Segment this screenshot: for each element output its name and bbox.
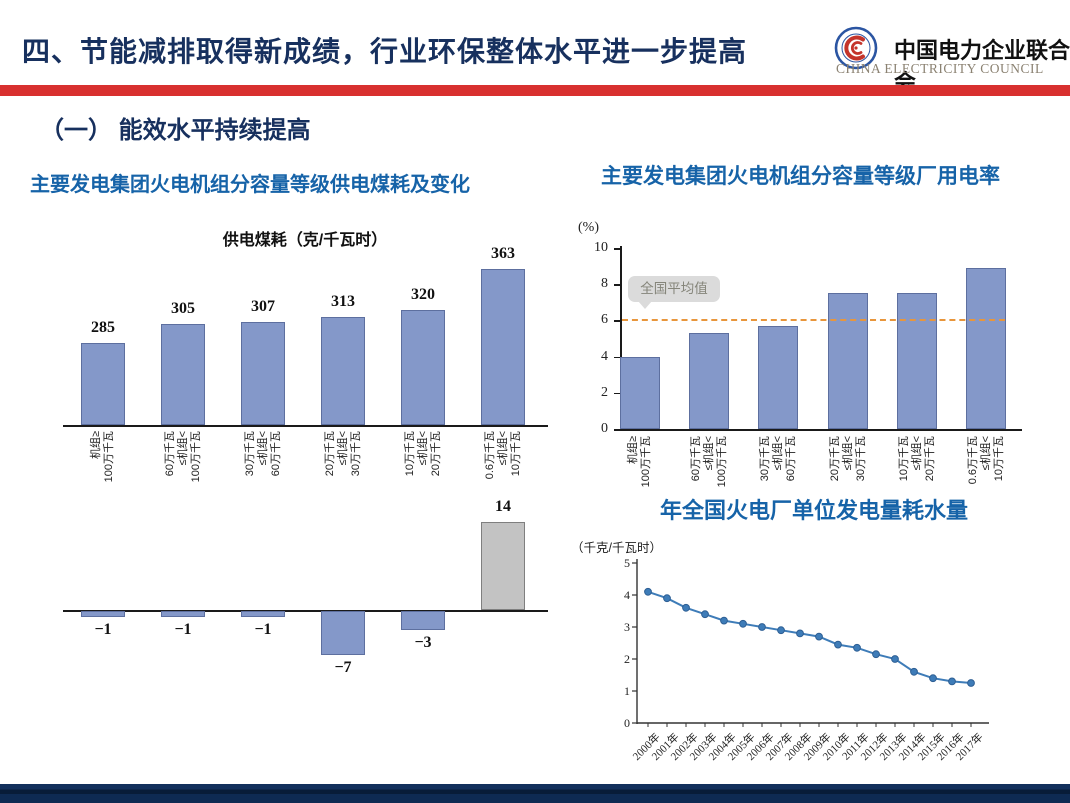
bar	[966, 267, 1006, 429]
water-chart-heading: 年全国火电厂单位发电量耗水量	[660, 498, 969, 523]
water-line-plot	[632, 559, 989, 727]
bar	[81, 343, 125, 425]
data-point	[644, 587, 652, 596]
data-point	[758, 623, 766, 631]
national-average-callout: 全国平均值	[628, 276, 720, 302]
category-label: 机组≥ 100万千瓦	[627, 436, 652, 488]
data-point	[891, 655, 899, 663]
section-title: （一） 能效水平持续提高	[40, 117, 311, 144]
data-point	[967, 679, 975, 687]
bar	[897, 293, 937, 429]
bar	[81, 611, 125, 618]
coal-chart-axis-title: 供电煤耗（克/千瓦时）	[222, 232, 388, 249]
bar-value-label: −1	[94, 621, 112, 639]
data-point	[929, 674, 937, 683]
x-axis	[620, 429, 1022, 431]
y-tick	[614, 429, 620, 431]
y-tick-label: 2	[624, 652, 630, 666]
y-tick-label: 2	[601, 384, 608, 400]
y-tick-label: 6	[601, 312, 608, 328]
bar	[689, 333, 729, 429]
bar	[241, 611, 285, 618]
bar	[481, 268, 525, 425]
plant-power-ylabel: (%)	[578, 220, 599, 235]
bar-value-label: 305	[171, 300, 195, 318]
category-label: 60万千瓦 ≤机组< 100万千瓦	[689, 436, 728, 488]
y-tick-label: 1	[624, 684, 630, 698]
bar	[241, 322, 285, 425]
y-tick-label: 4	[624, 588, 630, 602]
bar	[321, 316, 365, 425]
bar-value-label: 285	[91, 319, 115, 337]
bar	[321, 611, 365, 656]
data-point	[777, 626, 785, 635]
bar-value-label: 14	[495, 497, 511, 515]
bar-value-label: −1	[254, 621, 272, 639]
y-tick-label: 0	[601, 421, 608, 436]
average-line	[622, 319, 1005, 322]
water-chart-ylabel: （千克/千瓦时）	[571, 541, 662, 555]
red-divider	[0, 85, 1070, 96]
footer-bar	[0, 784, 1070, 803]
bar	[481, 521, 525, 610]
y-axis	[620, 246, 622, 430]
y-tick-label: 3	[624, 620, 630, 634]
y-tick-label: 8	[601, 276, 608, 292]
data-point	[701, 610, 709, 619]
logo-text-en: CHINA ELECTRICITY COUNCIL	[836, 61, 1044, 76]
bar-value-label: 320	[411, 285, 435, 303]
water-line	[647, 590, 972, 684]
data-point	[796, 629, 804, 638]
bar	[828, 293, 868, 429]
bar	[161, 611, 205, 618]
y-tick-label: 0	[624, 716, 630, 730]
y-tick-label: 10	[594, 240, 608, 255]
data-point	[853, 643, 861, 652]
category-label: 0.6万千瓦 ≤机组< 10万千瓦	[966, 436, 1005, 485]
bar-value-label: 363	[491, 244, 515, 262]
y-tick	[614, 356, 620, 359]
y-tick-label: 5	[624, 556, 630, 570]
data-point	[663, 594, 671, 603]
category-label: 20万千瓦 ≤机组< 30万千瓦	[323, 431, 362, 477]
bar	[401, 309, 445, 425]
y-tick	[614, 320, 620, 322]
category-label: 60万千瓦 ≤机组< 100万千瓦	[163, 431, 202, 483]
bar-value-label: −7	[334, 659, 352, 677]
bar-value-label: −3	[414, 633, 432, 651]
cec-logo-icon	[834, 26, 878, 70]
category-label: 30万千瓦 ≤机组< 60万千瓦	[758, 436, 797, 482]
callout-tail	[638, 301, 652, 309]
bar	[161, 324, 205, 425]
category-label: 10万千瓦 ≤机组< 20万千瓦	[403, 431, 442, 477]
data-point	[948, 677, 956, 686]
data-point	[682, 603, 690, 612]
bar	[620, 356, 660, 429]
x-axis	[63, 610, 548, 612]
bar-value-label: −1	[174, 621, 192, 639]
data-point	[910, 667, 918, 676]
y-tick	[614, 248, 620, 250]
category-label: 10万千瓦 ≤机组< 20万千瓦	[897, 436, 936, 482]
bar	[758, 325, 798, 429]
data-point	[872, 650, 880, 659]
bar	[401, 611, 445, 630]
plant-power-chart-heading: 主要发电集团火电机组分容量等级厂用电率	[601, 165, 1000, 188]
category-label: 30万千瓦 ≤机组< 60万千瓦	[243, 431, 282, 477]
category-label: 20万千瓦 ≤机组< 30万千瓦	[828, 436, 867, 482]
bar-value-label: 307	[251, 298, 275, 316]
y-tick-label: 4	[601, 348, 608, 364]
data-point	[720, 616, 728, 625]
data-point	[739, 619, 747, 628]
data-point	[834, 640, 842, 649]
coal-chart-heading: 主要发电集团火电机组分容量等级供电煤耗及变化	[30, 174, 470, 196]
data-point	[815, 632, 823, 641]
x-axis	[63, 425, 548, 427]
page-title: 四、节能减排取得新成绩，行业环保整体水平进一步提高	[22, 36, 748, 67]
category-label: 机组≥ 100万千瓦	[90, 431, 115, 483]
y-tick	[614, 392, 620, 395]
y-tick	[614, 284, 620, 286]
bar-value-label: 313	[331, 292, 355, 310]
